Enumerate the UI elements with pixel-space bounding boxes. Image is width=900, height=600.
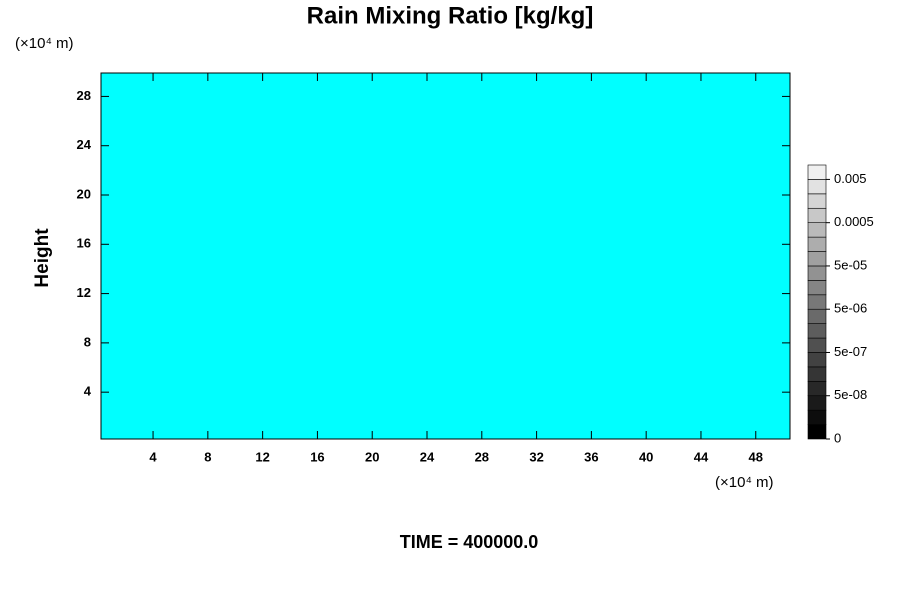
time-label: TIME = 400000.0 <box>400 532 539 552</box>
colorbar-box <box>807 251 827 267</box>
x-tick-label: 4 <box>149 449 157 464</box>
colorbar-label: 5e-07 <box>834 344 867 359</box>
colorbar-box <box>807 308 827 324</box>
colorbar-box <box>807 424 827 440</box>
colorbar-box <box>807 236 827 252</box>
colorbar-box <box>807 207 827 223</box>
x-tick-label: 40 <box>639 449 653 464</box>
colorbar-label: 5e-05 <box>834 257 867 272</box>
y-tick-label: 8 <box>84 334 91 349</box>
x-tick-label: 36 <box>584 449 598 464</box>
y-tick-label: 20 <box>77 186 91 201</box>
y-tick-label: 4 <box>84 384 92 399</box>
colorbar-box <box>807 164 827 180</box>
colorbar-box <box>807 337 827 353</box>
colorbar-label: 5e-06 <box>834 301 867 316</box>
field <box>101 73 790 439</box>
chart-title: Rain Mixing Ratio [kg/kg] <box>307 2 594 29</box>
x-tick-label: 44 <box>694 449 709 464</box>
colorbar-box <box>807 366 827 382</box>
colorbar-label: 5e-08 <box>834 387 867 402</box>
x-tick-label: 12 <box>255 449 269 464</box>
x-tick-label: 24 <box>420 449 435 464</box>
colorbar-box <box>807 280 827 296</box>
colorbar-box <box>807 294 827 310</box>
y-tick-label: 24 <box>77 137 92 152</box>
colorbar-box <box>807 395 827 411</box>
x-tick-label: 28 <box>475 449 489 464</box>
y-unit: (×10⁴ m) <box>15 35 74 52</box>
y-tick-label: 16 <box>77 236 91 251</box>
colorbar-box <box>807 352 827 368</box>
plot-frame <box>100 72 791 440</box>
x-tick-label: 48 <box>749 449 763 464</box>
x-tick-label: 8 <box>204 449 211 464</box>
y-tick-label: 28 <box>77 88 91 103</box>
colorbar-label: 0.0005 <box>834 214 874 229</box>
colorbar-label: 0.005 <box>834 171 867 186</box>
colorbar-box <box>807 222 827 238</box>
colorbar-box <box>807 179 827 195</box>
colorbar-box <box>807 193 827 209</box>
x-tick-label: 32 <box>529 449 543 464</box>
x-unit: (×10⁴ m) <box>715 474 774 491</box>
y-tick-label: 12 <box>77 285 91 300</box>
y-axis-label: Height <box>32 228 53 288</box>
colorbar-box <box>807 323 827 339</box>
colorbar-label: 0 <box>834 430 841 445</box>
x-tick-label: 20 <box>365 449 379 464</box>
colorbar-box <box>807 381 827 397</box>
colorbar-box <box>807 409 827 425</box>
x-tick-label: 16 <box>310 449 324 464</box>
colorbar-box <box>807 265 827 281</box>
